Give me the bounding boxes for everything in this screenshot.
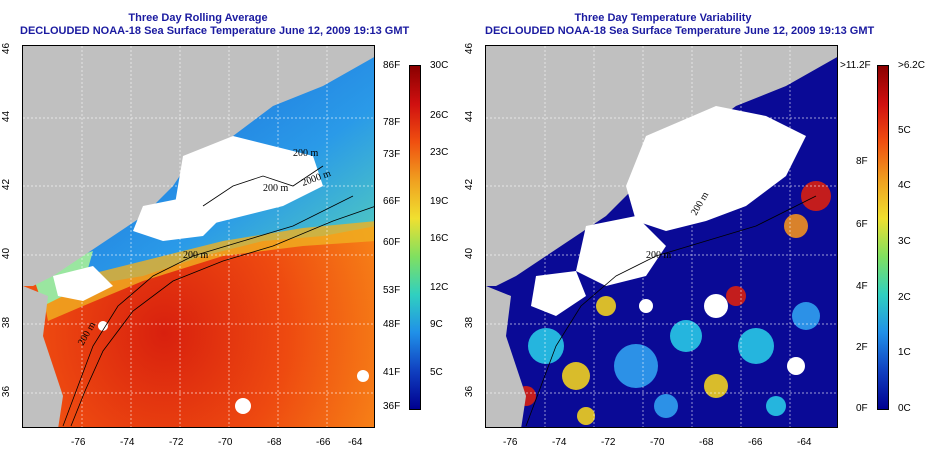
right-cb-f-max: >11.2F <box>840 60 871 71</box>
left-title-line1: Three Day Rolling Average <box>128 12 268 24</box>
right-cb-c-max: >6.2C <box>898 60 925 71</box>
left-x-tick--72: -72 <box>169 437 184 448</box>
right-y-tick-38: 38 <box>464 316 476 329</box>
left-y-tick-46: 46 <box>1 42 13 55</box>
left-cb-f-73: 73F <box>383 149 401 160</box>
right-y-tick-42: 42 <box>464 178 476 191</box>
right-cb-c-1: 1C <box>898 347 911 358</box>
right-cb-c-3: 3C <box>898 236 911 247</box>
right-y-tick-36: 36 <box>464 385 476 398</box>
right-contour-label-1: 200 m <box>646 250 672 261</box>
right-cb-c-5: 5C <box>898 125 911 136</box>
left-y-tick-42: 42 <box>1 178 13 191</box>
left-cb-f-86: 86F <box>383 60 401 71</box>
right-cb-c-0: 0C <box>898 403 911 414</box>
right-title-line1: Three Day Temperature Variability <box>574 12 752 24</box>
left-x-tick--68: -68 <box>267 437 282 448</box>
left-cb-f-53: 53F <box>383 285 401 296</box>
left-y-tick-36: 36 <box>1 385 13 398</box>
left-title-line2: DECLOUDED NOAA-18 Sea Surface Temperatur… <box>20 25 410 37</box>
left-cb-c-19: 19C <box>430 196 449 207</box>
left-cb-c-16: 16C <box>430 233 449 244</box>
left-contour-label-5: 200 m <box>293 148 319 159</box>
left-x-tick--64: -64 <box>348 437 363 448</box>
right-title-line2: DECLOUDED NOAA-18 Sea Surface Temperatur… <box>485 25 875 37</box>
right-x-tick--76: -76 <box>503 437 518 448</box>
left-y-tick-44: 44 <box>1 110 13 123</box>
left-x-tick--76: -76 <box>71 437 86 448</box>
left-cb-c-5: 5C <box>430 367 443 378</box>
left-x-tick--70: -70 <box>218 437 233 448</box>
left-cb-c-9: 9C <box>430 319 443 330</box>
left-colorbar <box>409 65 421 410</box>
right-x-tick--64: -64 <box>797 437 812 448</box>
right-y-tick-44: 44 <box>464 110 476 123</box>
right-variability-map: 200 m 200 m <box>485 45 838 428</box>
left-cb-f-41: 41F <box>383 367 401 378</box>
right-x-tick--70: -70 <box>650 437 665 448</box>
left-cb-f-36: 36F <box>383 401 401 412</box>
right-x-tick--72: -72 <box>601 437 616 448</box>
left-cb-c-23: 23C <box>430 147 449 158</box>
left-y-tick-38: 38 <box>1 316 13 329</box>
left-x-tick--66: -66 <box>316 437 331 448</box>
right-cb-c-4: 4C <box>898 180 911 191</box>
right-cb-f-8: 8F <box>856 156 868 167</box>
left-cb-c-26: 26C <box>430 110 449 121</box>
right-y-tick-46: 46 <box>464 42 476 55</box>
right-cb-f-0: 0F <box>856 403 868 414</box>
right-cb-c-2: 2C <box>898 292 911 303</box>
left-contour-label-3: 200 m <box>263 183 289 194</box>
right-x-tick--74: -74 <box>552 437 567 448</box>
left-contour-label-2: 200 m <box>183 250 209 261</box>
left-cb-f-66: 66F <box>383 196 401 207</box>
left-sst-map: 200 m 200 m 200 m 2000 m 200 m <box>22 45 375 428</box>
left-cb-f-48: 48F <box>383 319 401 330</box>
right-x-tick--66: -66 <box>748 437 763 448</box>
left-cb-f-60: 60F <box>383 237 401 248</box>
right-y-tick-40: 40 <box>464 247 476 260</box>
right-cb-f-4: 4F <box>856 281 868 292</box>
left-cb-c-12: 12C <box>430 282 449 293</box>
right-cb-f-2: 2F <box>856 342 868 353</box>
left-map-graphic: 200 m 200 m 200 m 2000 m 200 m <box>23 46 374 427</box>
left-x-tick--74: -74 <box>120 437 135 448</box>
right-colorbar <box>877 65 889 410</box>
left-cb-f-78: 78F <box>383 117 401 128</box>
left-cb-c-30: 30C <box>430 60 449 71</box>
left-y-tick-40: 40 <box>1 247 13 260</box>
right-cb-f-6: 6F <box>856 219 868 230</box>
right-x-tick--68: -68 <box>699 437 714 448</box>
right-map-graphic: 200 m 200 m <box>486 46 837 427</box>
